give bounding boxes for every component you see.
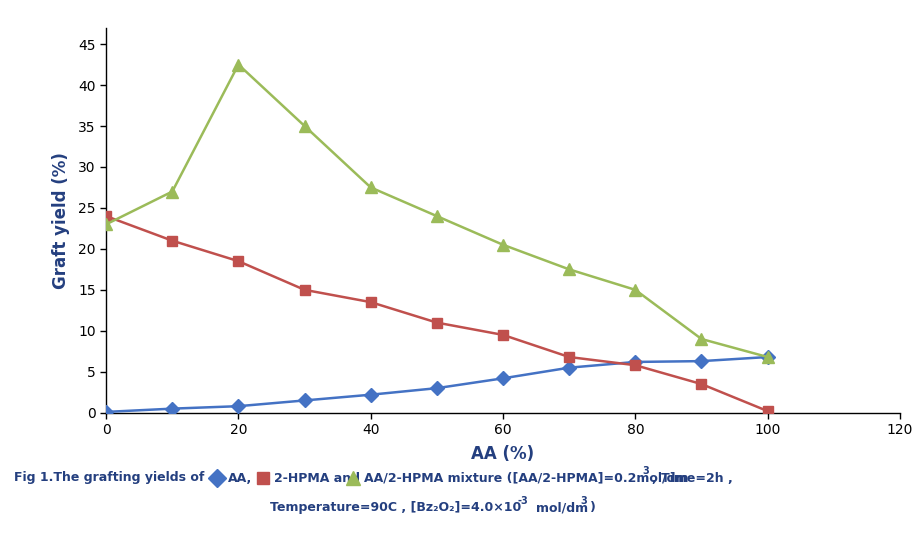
- Text: ): ): [590, 501, 596, 515]
- Text: 3: 3: [580, 496, 587, 506]
- Text: AA,: AA,: [228, 471, 252, 485]
- Text: mol/dm: mol/dm: [536, 501, 588, 515]
- Text: , Time=2h ,: , Time=2h ,: [652, 471, 733, 485]
- Text: 3: 3: [642, 466, 649, 476]
- Y-axis label: Graft yield (%): Graft yield (%): [52, 152, 70, 289]
- Text: Fig 1.The grafting yields of: Fig 1.The grafting yields of: [14, 471, 209, 485]
- X-axis label: AA (%): AA (%): [472, 445, 534, 464]
- Text: Temperature=90C , [Bz₂O₂]=4.0×10: Temperature=90C , [Bz₂O₂]=4.0×10: [270, 501, 521, 515]
- Text: 2-HPMA and: 2-HPMA and: [274, 471, 360, 485]
- Text: -3: -3: [518, 496, 529, 506]
- Text: AA/2-HPMA mixture ([AA/2-HPMA]=0.2mol/dm: AA/2-HPMA mixture ([AA/2-HPMA]=0.2mol/dm: [364, 471, 689, 485]
